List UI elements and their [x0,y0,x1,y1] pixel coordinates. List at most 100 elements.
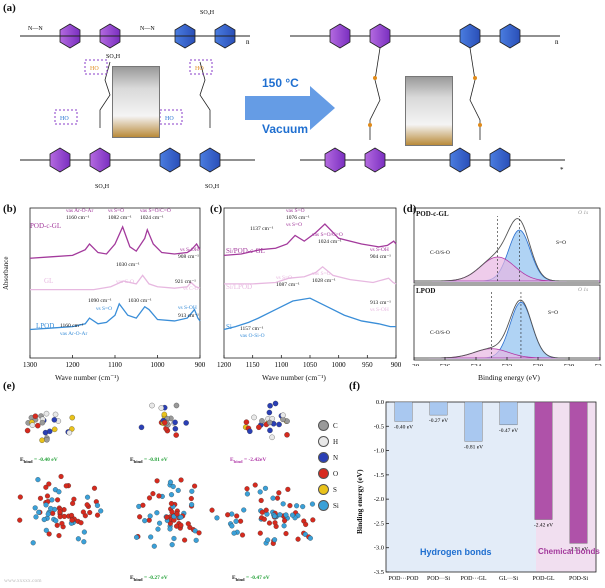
b-annot-14: 1030 cm⁻¹ [128,298,152,304]
b-xtick-label: 1200 [66,361,81,369]
b-series-line-0 [29,225,201,259]
e-legend-symbol: S [333,485,337,494]
d-envelope [413,218,599,282]
c-series-label-3: Si [226,323,232,331]
e-atom [174,523,180,529]
f-category-label: POD···Si [427,576,450,582]
e-atom [29,422,36,428]
d-peak-COSO [413,256,600,282]
e-legend-ball [318,452,329,463]
f-ytick-label: 0.0 [376,399,384,406]
f-bar [534,401,553,520]
b-series-label-2: GL [44,277,54,285]
e-atom [56,533,62,539]
e-atom [46,428,53,435]
star-subscript: * [560,166,564,174]
e-energy-1: Ebind = -0.40 eV [20,457,58,465]
c-series-line-0 [223,223,397,257]
e-atom [234,513,240,519]
e-atom [272,513,278,519]
e-atom [261,516,267,522]
c-xtick-label: 1150 [246,361,260,369]
f-bar [464,401,483,442]
c-annot-9: 1028 cm⁻¹ [312,278,336,284]
e-atom [178,477,184,483]
e-legend-item: Si [318,500,348,511]
e-atom [257,489,263,495]
c-annot-0: 1137 cm⁻¹ [250,226,274,232]
b-annot-16: 913 cm⁻¹ [178,313,199,319]
c-annot-14: 1157 cm⁻¹ [240,326,264,332]
top-right-blue-rings [459,23,521,49]
panel-e-label: (e) [3,380,16,392]
b-xtick-label: 1000 [151,361,166,369]
e-atom [158,405,165,411]
c-xtick-label: 950 [362,361,373,369]
b-annot-3: 1082 cm⁻¹ [108,215,132,221]
e-atom [280,501,286,507]
e-atom [269,416,275,422]
d-xtick-label: 538 [412,363,420,366]
e-atom [148,534,154,540]
e-atom [252,482,258,488]
e-atom [84,502,90,508]
c-annot-13: νs S-OH [370,307,389,313]
e-atom [173,432,179,438]
e-legend-ball [318,436,329,447]
e-atom [51,417,58,423]
b-annot-0: νas Ar-O-Ar [66,208,94,214]
d-xtick-label: 530 [533,363,544,366]
e-atom [285,486,291,492]
f-bar [429,401,448,416]
b-annot-8: 908 cm⁻¹ [178,254,199,260]
panel-d-chart: 538 536 534 532 530 528 526 [412,207,602,366]
b-annot-11: νas C-O [116,279,134,285]
e-atom [178,514,184,520]
b-annot-17: 1160 cm⁻¹ [60,323,84,329]
f-category-label: POD-GL [533,576,555,582]
e-atom [52,411,59,418]
c-annot-1: νas S=O [286,208,305,214]
e-atom [257,530,263,536]
e-legend-symbol: H [333,437,339,446]
hb-label-4: HO [165,116,174,122]
e-atom [30,540,36,546]
b-annot-5: 1024 cm⁻¹ [140,215,164,221]
top-right-purple-rings [329,23,391,49]
c-annot-10: νs S=O [276,275,293,281]
d-xtick-label: 532 [502,363,513,366]
e-atom [193,537,199,543]
e-atom [169,509,175,515]
e-atom [289,512,296,518]
bottom-left-purple-rings [49,147,111,173]
c-xtick-label: 1050 [303,361,318,369]
c-series-label-2: Si/LPOD [226,283,253,291]
panel-a-label: (a) [3,2,16,14]
d-peak-label-2: C-O/S-O [430,250,450,256]
e-atom [244,491,250,497]
e-legend-symbol: C [333,421,338,430]
e-atom [173,402,180,409]
d-peak-label-1: S=O [556,240,567,246]
e-legend-symbol: Si [333,501,339,510]
e-atom [71,496,77,502]
e-atom [41,517,47,523]
e-atom [33,514,39,520]
e-atom [182,537,188,543]
e-atom [81,529,87,535]
e-atom [70,500,76,507]
n-subscript: n [246,38,250,46]
f-bar [569,401,588,544]
e-atom [54,522,60,528]
panel-f-chart: -0.40 eV POD···POD -0.27 eV POD···Si -0.81 e… [374,399,597,582]
e-atom [309,501,316,507]
e-legend-symbol: O [333,469,339,478]
e-atom [243,419,250,425]
e-atom [140,502,146,508]
e-atom [189,488,195,494]
panel-e-molecular-models [17,400,316,549]
b-xtick-label: 900 [195,361,206,369]
e-atom [32,505,38,511]
f-bar-value: -0.47 eV [499,428,518,434]
f-ytick-label: -1.5 [374,472,384,479]
